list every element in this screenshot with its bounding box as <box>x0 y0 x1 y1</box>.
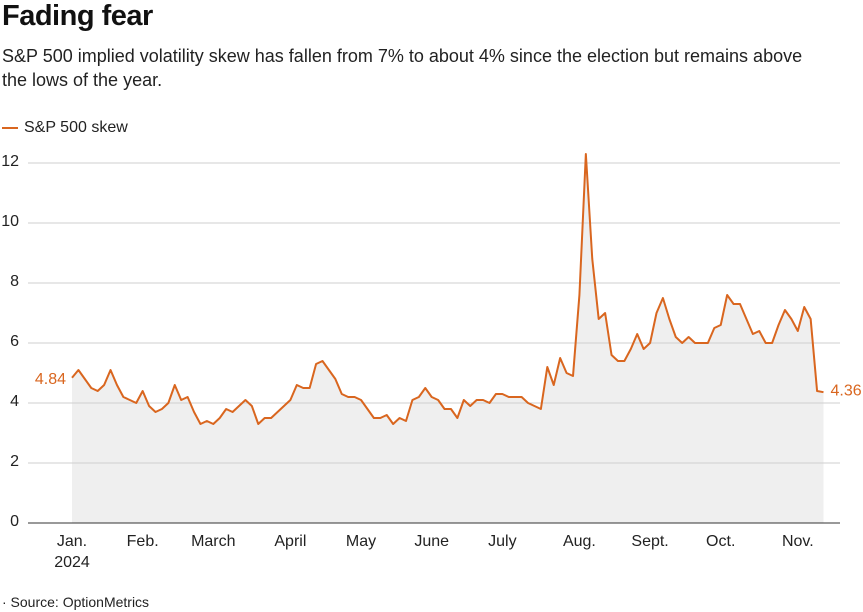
x-year-label: 2024 <box>54 554 90 571</box>
chart-subtitle: S&P 500 implied volatility skew has fall… <box>2 46 803 90</box>
y-tick-label: 12 <box>1 153 19 170</box>
y-tick-label: 8 <box>10 273 19 290</box>
y-tick-label: 2 <box>10 453 19 470</box>
x-tick-label: Feb. <box>127 533 159 550</box>
x-tick-label: Oct. <box>706 533 735 550</box>
legend-label: S&P 500 skew <box>24 119 128 136</box>
x-tick-label: March <box>191 533 235 550</box>
y-tick-label: 6 <box>10 333 19 350</box>
end-label: 4.84 <box>35 371 66 388</box>
y-tick-label: 4 <box>10 393 19 410</box>
x-tick-label: July <box>488 533 516 550</box>
x-tick-label: April <box>274 533 306 550</box>
x-tick-label: Jan. <box>57 533 87 550</box>
line <box>71 153 824 425</box>
source-note: · Source: OptionMetrics <box>2 594 150 610</box>
x-tick-label: May <box>346 533 376 550</box>
x-tick-label: Sept. <box>631 533 668 550</box>
end-label: 4.36 <box>831 382 862 399</box>
chart-title: Fading fear <box>2 0 153 32</box>
x-tick-label: Nov. <box>782 533 814 550</box>
x-tick-label: June <box>414 533 449 550</box>
y-tick-label: 0 <box>10 513 19 530</box>
area <box>72 154 824 523</box>
x-tick-label: Aug. <box>563 533 596 550</box>
y-tick-label: 10 <box>1 213 19 230</box>
